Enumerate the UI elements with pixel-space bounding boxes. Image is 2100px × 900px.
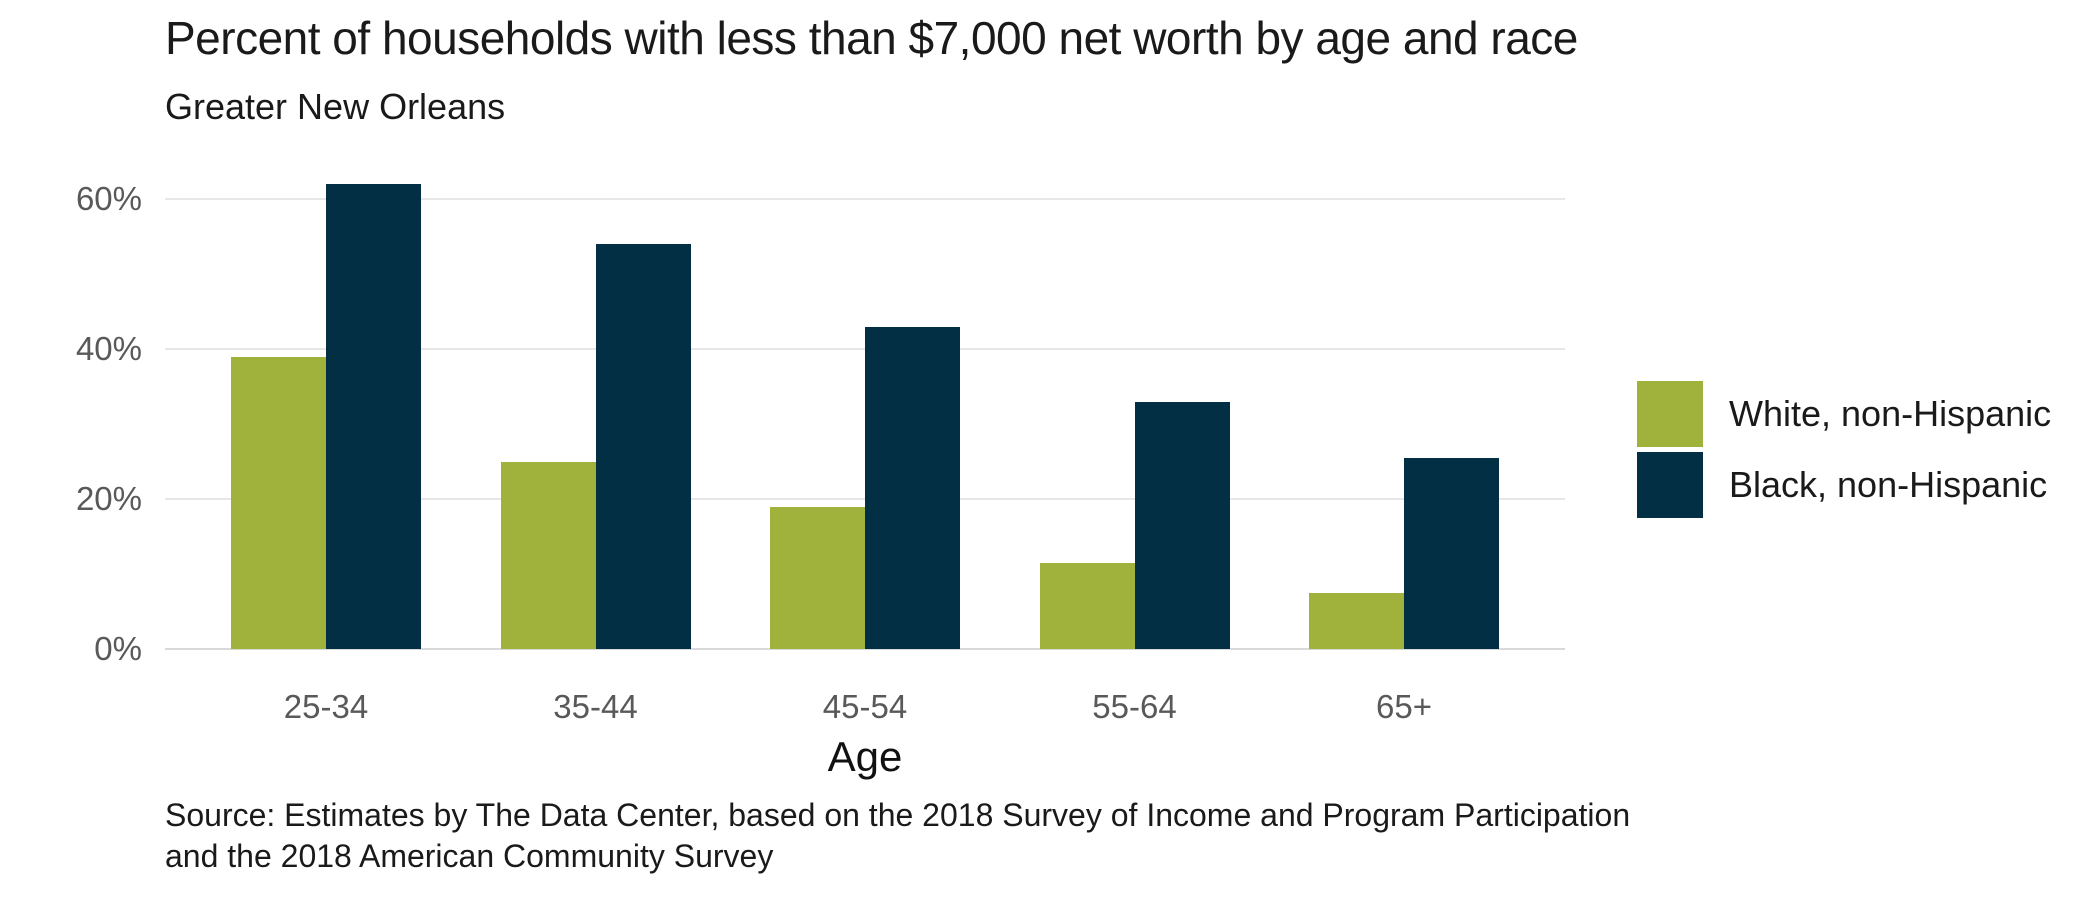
bar-white-65+ <box>1309 592 1404 649</box>
y-tick-label-20: 20% <box>75 480 142 517</box>
legend-item-white: White, non-Hispanic <box>1637 381 2051 447</box>
bar-black-55-64 <box>1134 401 1230 649</box>
gridline-60 <box>165 198 1565 200</box>
legend-label-white: White, non-Hispanic <box>1729 393 2052 434</box>
chart-title: Percent of households with less than $7,… <box>165 12 1578 64</box>
x-tick-label-25-34: 25-34 <box>283 688 369 725</box>
legend-swatch-black <box>1637 452 1703 518</box>
legend-item-black: Black, non-Hispanic <box>1637 452 2051 518</box>
bar-white-25-34 <box>231 356 326 649</box>
x-axis-title: Age <box>827 733 903 780</box>
x-tick-label-55-64: 55-64 <box>1092 688 1177 725</box>
chart-subtitle: Greater New Orleans <box>165 86 506 127</box>
y-tick-label-0: 0% <box>94 630 142 667</box>
bar-white-55-64 <box>1039 562 1135 649</box>
source-line-2: and the 2018 American Community Survey <box>165 838 774 874</box>
bar-black-45-54 <box>865 326 960 649</box>
bar-black-35-44 <box>595 244 691 649</box>
bar-black-25-34 <box>326 184 421 649</box>
bar-white-35-44 <box>500 461 596 649</box>
source-line-1: Source: Estimates by The Data Center, ba… <box>165 797 1631 833</box>
x-tick-label-65+: 65+ <box>1376 688 1432 725</box>
legend: White, non-Hispanic Black, non-Hispanic <box>1637 381 2051 518</box>
legend-swatch-white <box>1637 381 1703 447</box>
x-tick-label-45-54: 45-54 <box>822 688 908 725</box>
legend-label-black: Black, non-Hispanic <box>1729 464 2048 505</box>
y-tick-label-40: 40% <box>75 330 142 367</box>
plot-area <box>165 184 1565 650</box>
y-tick-label-60: 60% <box>75 180 142 217</box>
bar-black-65+ <box>1404 457 1499 649</box>
x-tick-label-35-44: 35-44 <box>553 688 638 725</box>
bar-white-45-54 <box>770 506 865 649</box>
source-note: Source: Estimates by The Data Center, ba… <box>165 795 1630 877</box>
gridline-0 <box>165 648 1565 650</box>
